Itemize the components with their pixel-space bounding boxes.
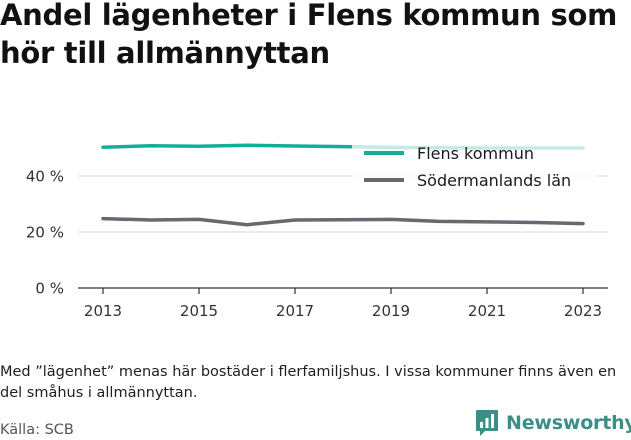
axes: 0 % 20 % 40 % 2013 2015 2017 2019 2021 2023 — [26, 168, 608, 320]
chart-note: Med ”lägenhet” menas här bostäder i fler… — [0, 364, 617, 401]
series-line-sodermanlands-lan — [101, 216, 585, 227]
legend: Flens kommun Södermanlands län — [352, 138, 598, 198]
legend-label: Södermanlands län — [417, 171, 571, 190]
source-credit: Källa: SCB — [0, 422, 74, 438]
x-tick-label: 2017 — [276, 302, 314, 320]
x-tick-label: 2021 — [468, 302, 506, 320]
brand-logo[interactable]: Newsworthy — [475, 407, 631, 439]
y-tick-label: 40 % — [26, 168, 64, 186]
chart-title: Andel lägenheter i Flens kommun som hör … — [0, 0, 617, 70]
y-tick-label: 0 % — [35, 280, 64, 298]
legend-background — [352, 138, 598, 198]
brand-name: Newsworthy — [506, 412, 631, 434]
newsworthy-logo-icon — [476, 410, 498, 436]
x-tick-label: 2019 — [372, 302, 410, 320]
x-tick-label: 2013 — [84, 302, 122, 320]
x-tick-label: 2023 — [564, 302, 602, 320]
y-tick-label: 20 % — [26, 224, 64, 242]
x-tick-label: 2015 — [180, 302, 218, 320]
legend-label: Flens kommun — [417, 144, 534, 163]
line-chart: 0 % 20 % 40 % 2013 2015 2017 2019 2021 2023 Flen… — [25, 138, 608, 320]
